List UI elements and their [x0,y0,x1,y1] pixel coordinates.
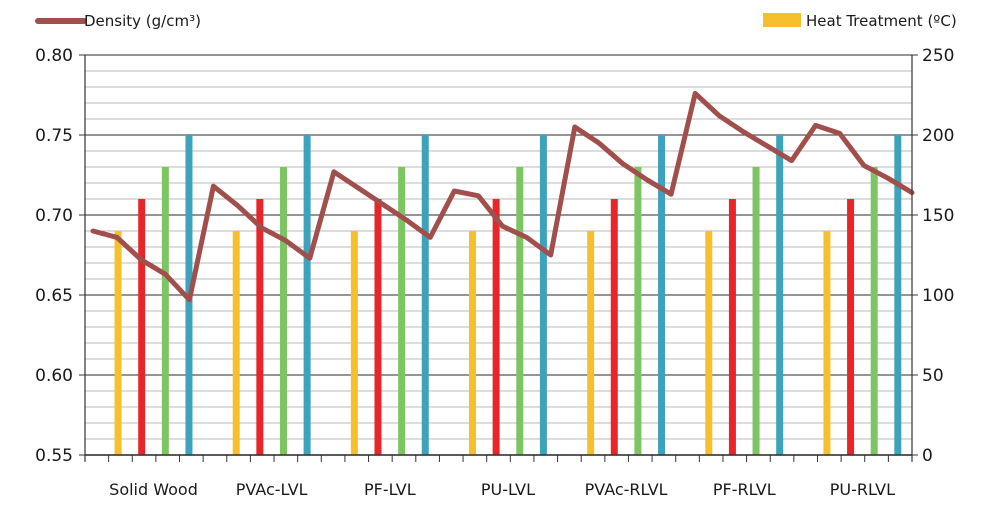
bar [752,167,760,455]
category-label: PVAc-LVL [236,480,308,499]
density-line [90,90,915,303]
bar [728,199,736,455]
bar [279,167,287,455]
bar [634,167,642,455]
bar [303,135,311,455]
right-axis-ticks: 0 50 100 150 200 250 [912,46,954,466]
bar [492,199,500,455]
category-label: PU-RLVL [830,480,895,499]
bar [870,167,878,455]
right-tick-label: 0 [922,446,933,466]
bar [516,167,524,455]
legend-heat-swatch [763,13,801,27]
bar [610,199,618,455]
bar [894,135,902,455]
legend-density-label: Density (g/cm³) [84,12,201,30]
bar [587,231,595,455]
bar-marks [114,135,902,455]
bar [256,199,264,455]
left-tick-label: 0.60 [35,366,73,386]
legend-heat-label: Heat Treatment (ºC) [806,12,957,30]
axes [84,55,913,462]
bar [847,199,855,455]
density-series-line [90,90,915,303]
left-tick-label: 0.70 [35,206,73,226]
category-label: Solid Wood [109,480,198,499]
bar [539,135,547,455]
bar [705,231,713,455]
right-tick-label: 250 [922,46,954,66]
category-labels: Solid Wood PVAc-LVL PF-LVL PU-LVL PVAc-RLVL P… [109,480,895,499]
left-tick-label: 0.55 [35,446,73,466]
bar [232,231,240,455]
bar [138,199,146,455]
bar [823,231,831,455]
left-tick-label: 0.80 [35,46,73,66]
bar [398,167,406,455]
category-label: PF-RLVL [713,480,776,499]
bar [776,135,784,455]
category-label: PF-LVL [364,480,416,499]
left-tick-label: 0.65 [35,286,73,306]
right-tick-label: 50 [922,366,944,386]
right-tick-label: 100 [922,286,954,306]
bar [350,231,358,455]
category-label: PU-LVL [481,480,535,499]
bar [421,135,429,455]
right-tick-label: 200 [922,126,954,146]
bar [469,231,477,455]
bar [658,135,666,455]
right-tick-label: 150 [922,206,954,226]
bar [114,231,122,455]
bar [161,167,169,455]
bar [374,199,382,455]
left-tick-label: 0.75 [35,126,73,146]
category-label: PVAc-RLVL [585,480,668,499]
legend: Density (g/cm³) Heat Treatment (ºC) [35,12,957,30]
left-axis-ticks: 0.55 0.60 0.65 0.70 0.75 0.80 [35,46,85,466]
